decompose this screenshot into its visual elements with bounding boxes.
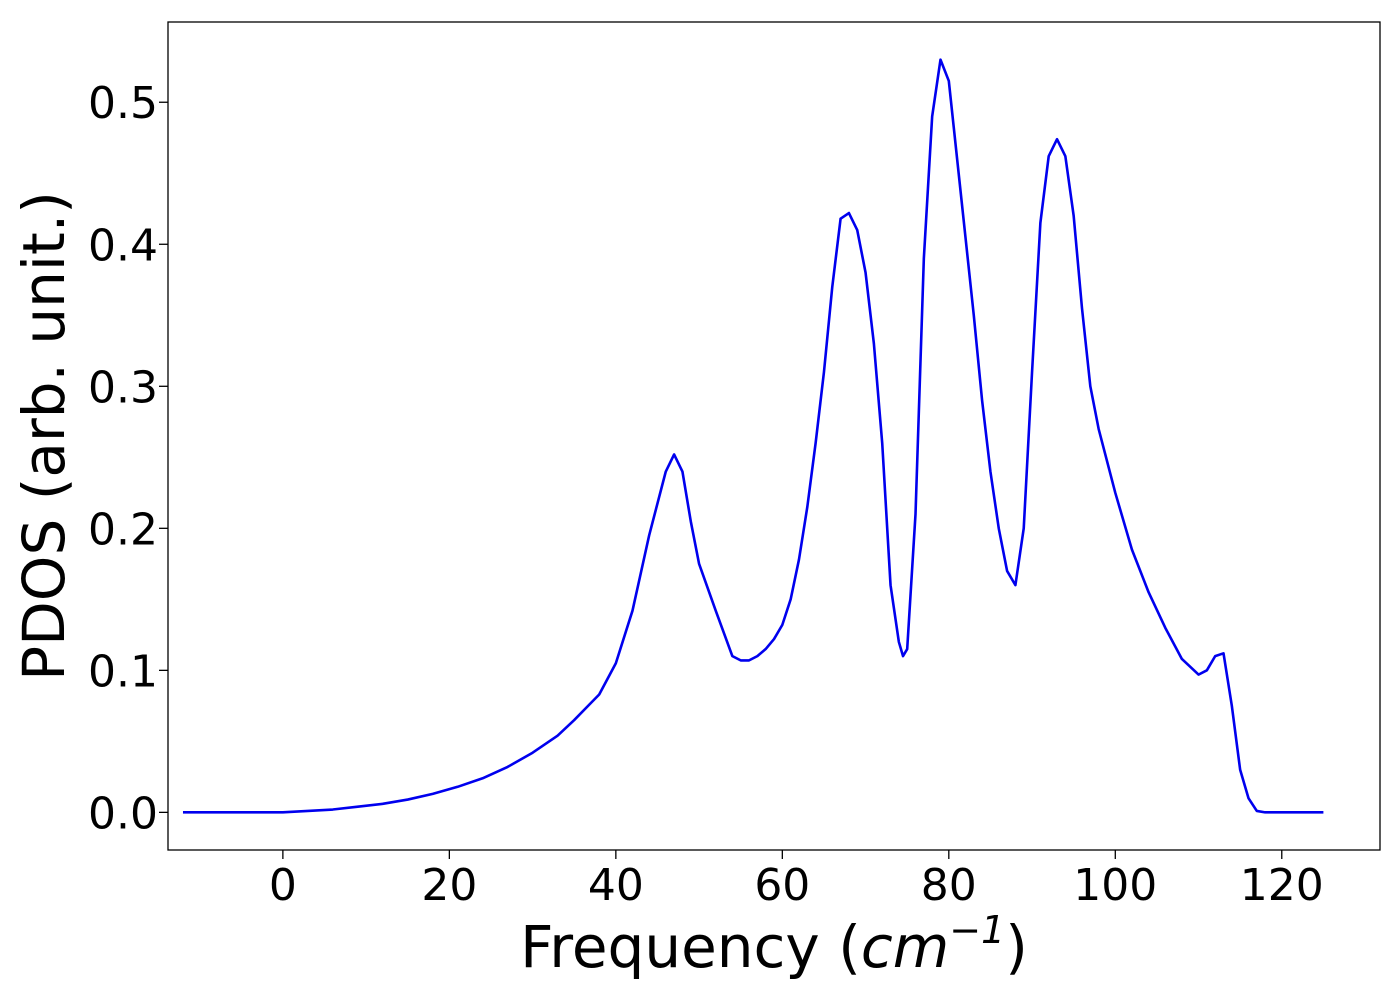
series-line xyxy=(182,58,1324,814)
series-layer xyxy=(182,58,1324,814)
x-axis-unit-variable: cm xyxy=(861,913,949,981)
x-tick-label: 40 xyxy=(588,860,644,911)
y-tick-label: 0.0 xyxy=(88,788,158,839)
y-tick-label: 0.4 xyxy=(88,220,158,271)
x-axis-unit-close: ) xyxy=(1005,913,1028,981)
y-tick-label: 0.1 xyxy=(88,646,158,697)
x-axis-unit-exponent: −1 xyxy=(949,908,1005,952)
x-axis-title-text: Frequency xyxy=(520,913,820,981)
y-tick-label: 0.2 xyxy=(88,504,158,555)
x-axis-ticks: 0 20 40 60 80 100 120 xyxy=(269,850,1324,911)
x-axis-unit-open: ( xyxy=(838,913,861,981)
x-tick-label: 20 xyxy=(421,860,477,911)
y-tick-label: 0.3 xyxy=(88,362,158,413)
x-tick-label: 120 xyxy=(1240,860,1324,911)
y-tick-label: 0.5 xyxy=(88,78,158,129)
y-axis-ticks: 0.0 0.1 0.2 0.3 0.4 0.5 xyxy=(88,78,168,839)
x-tick-label: 100 xyxy=(1073,860,1157,911)
y-axis-title: PDOS (arb. unit.) xyxy=(10,191,78,681)
x-axis-title: Frequency (cm−1) xyxy=(520,908,1028,981)
x-tick-label: 80 xyxy=(921,860,977,911)
x-tick-label: 60 xyxy=(754,860,810,911)
plot-frame xyxy=(167,21,1381,851)
x-tick-label: 0 xyxy=(269,860,297,911)
